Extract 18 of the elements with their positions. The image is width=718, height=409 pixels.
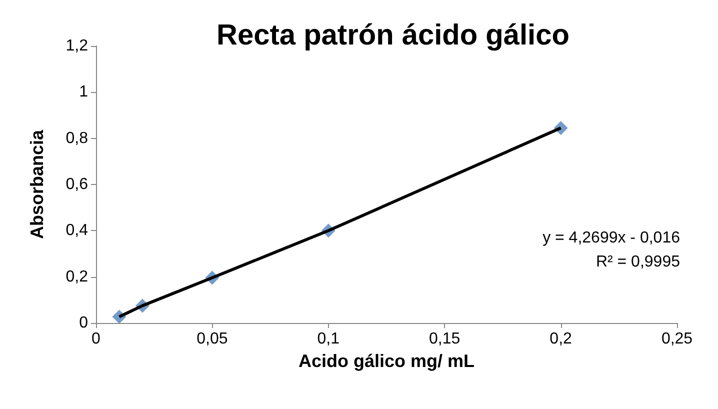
x-tick-label: 0,25 <box>661 330 693 348</box>
x-tick-label: 0 <box>92 330 101 348</box>
y-tick-label: 1,2 <box>66 38 88 54</box>
y-tick-label: 0 <box>79 314 88 332</box>
x-axis-title: Acido gálico mg/ mL <box>298 350 475 371</box>
chart-title: Recta patrón ácido gálico <box>216 20 570 52</box>
y-tick-label: 0,4 <box>66 222 88 240</box>
y-tick-label: 0,2 <box>66 268 88 286</box>
x-tick-label: 0,2 <box>550 330 572 348</box>
y-axis-title: Absorbancia <box>27 129 47 240</box>
x-tick-label: 0,15 <box>429 330 460 348</box>
y-tick-label: 0,6 <box>66 176 88 193</box>
annotation: R² = 0,9995 <box>596 254 680 270</box>
annotation: y = 4,2699x - 0,016 <box>542 230 680 246</box>
y-tick-label: 1 <box>79 84 88 101</box>
y-tick-label: 0,8 <box>66 130 88 147</box>
x-tick-label: 0,05 <box>196 330 228 348</box>
x-tick-label: 0,1 <box>317 330 340 348</box>
